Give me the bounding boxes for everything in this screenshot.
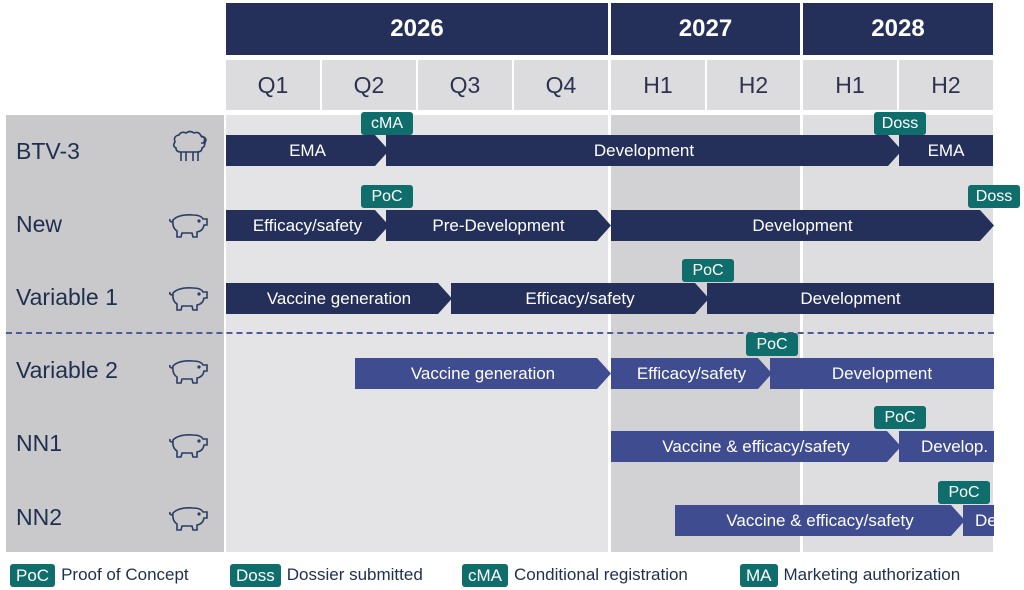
legend-tag: cMA [462, 563, 508, 587]
bar-var1-vaccine-generation: Vaccine generation [226, 283, 452, 314]
legend-tag: PoC [10, 563, 56, 587]
bar-nn2-vaccine-efficacy-safety: Vaccine & efficacy/safety [675, 505, 965, 536]
pipeline-separator [6, 332, 994, 334]
period-q2: Q2 [322, 60, 416, 110]
period-q1: Q1 [226, 60, 320, 110]
row-label-new: New [16, 211, 63, 237]
bar-new-efficacy-safety: Efficacy/safety [226, 210, 389, 241]
legend-cma: cMA Conditional registration [462, 562, 688, 588]
bar-nn1-development: Develop. [899, 431, 994, 462]
bar-nn1-vaccine-efficacy-safety: Vaccine & efficacy/safety [611, 431, 901, 462]
period-q3: Q3 [418, 60, 512, 110]
year-header-2028: 2028 [803, 3, 993, 55]
legend-poc: PoC Proof of Concept [10, 562, 189, 588]
bar-new-pre-development: Pre-Development [386, 210, 611, 241]
milestone-doss: Doss [968, 185, 1020, 208]
bar-btv3-ema-final: EMA [899, 135, 993, 166]
legend-label: Conditional registration [514, 565, 688, 584]
year-header-2026: 2026 [226, 3, 608, 55]
milestone-poc: PoC [874, 406, 926, 429]
legend-ma: MA Marketing authorization [740, 562, 960, 588]
row-label-variable2: Variable 2 [16, 357, 118, 383]
pig-icon [169, 507, 208, 531]
sheep-icon [172, 130, 207, 161]
bar-var1-efficacy-safety: Efficacy/safety [451, 283, 709, 314]
pig-icon [169, 434, 208, 458]
period-2027-h2: H2 [707, 60, 800, 110]
bar-var2-efficacy-safety: Efficacy/safety [611, 358, 772, 389]
pig-icon [169, 287, 208, 311]
legend-tag: MA [740, 563, 778, 587]
period-2027-h1: H1 [611, 60, 705, 110]
bar-var2-development: Development [770, 358, 994, 389]
legend-tag: Doss [230, 563, 281, 587]
bar-btv3-ema: EMA [226, 135, 389, 166]
milestone-doss: Doss [874, 112, 926, 135]
year-header-2027: 2027 [611, 3, 800, 55]
bar-var1-development: Development [707, 283, 994, 314]
bar-var2-vaccine-generation: Vaccine generation [355, 358, 611, 389]
bar-nn2-development: De [963, 505, 994, 536]
pig-icon [169, 360, 208, 384]
milestone-poc: PoC [746, 333, 798, 356]
milestone-poc: PoC [938, 481, 990, 504]
row-label-nn1: NN1 [16, 430, 63, 456]
period-2028-h2: H2 [899, 60, 993, 110]
pig-icon [169, 214, 208, 238]
milestone-cma: cMA [361, 112, 413, 135]
legend-label: Marketing authorization [783, 565, 961, 584]
row-label-nn2: NN2 [16, 504, 63, 530]
legend-doss: Doss Dossier submitted [230, 562, 423, 588]
milestone-poc: PoC [682, 259, 734, 282]
row-label-btv3: BTV-3 [16, 138, 80, 164]
row-label-variable1: Variable 1 [16, 284, 118, 310]
milestone-poc: PoC [361, 185, 413, 208]
legend-label: Proof of Concept [61, 565, 189, 584]
period-2028-h1: H1 [803, 60, 897, 110]
bar-btv3-development: Development [386, 135, 902, 166]
bar-new-development: Development [611, 210, 994, 241]
period-q4: Q4 [514, 60, 608, 110]
legend-label: Dossier submitted [286, 565, 423, 584]
